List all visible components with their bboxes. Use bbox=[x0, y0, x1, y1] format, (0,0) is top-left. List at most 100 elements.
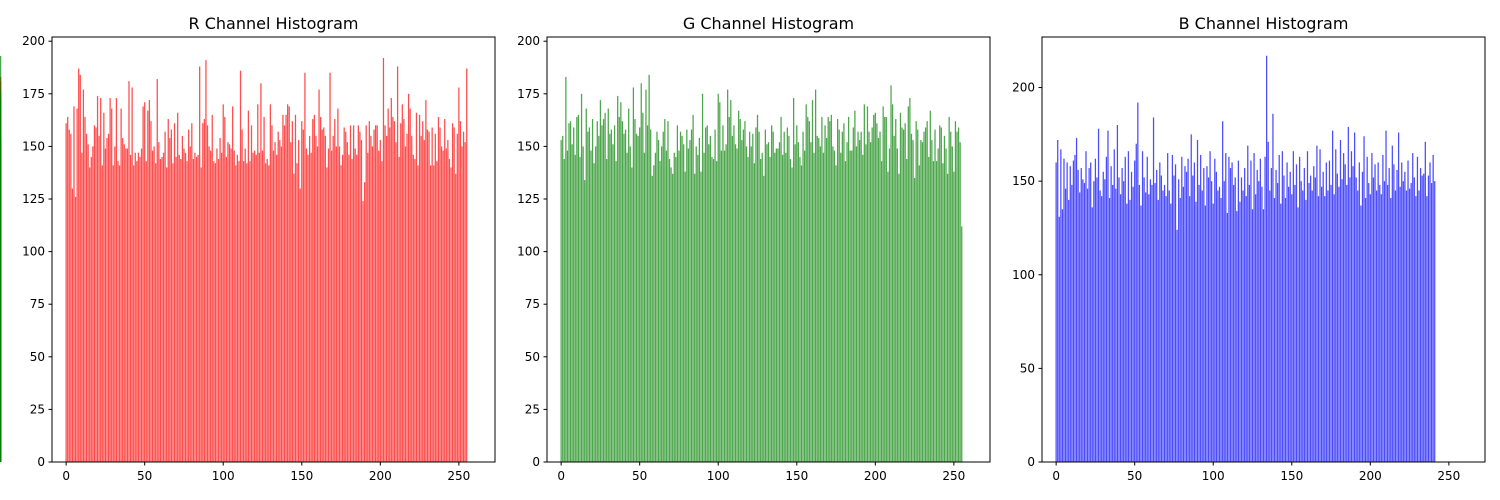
g-bar bbox=[899, 112, 902, 463]
g-bar bbox=[755, 127, 757, 462]
g-bar bbox=[604, 112, 606, 463]
g-bar bbox=[871, 127, 873, 462]
g-y-tick-label: 175 bbox=[517, 87, 540, 101]
b-bar bbox=[1258, 181, 1260, 462]
b-bar bbox=[1324, 196, 1326, 462]
g-bar bbox=[957, 127, 960, 462]
g-bar bbox=[591, 119, 594, 463]
b-bar bbox=[1361, 171, 1364, 463]
b-y-tick-label: 150 bbox=[1012, 174, 1035, 188]
g-bar bbox=[676, 125, 679, 463]
g-x-tick-label: 200 bbox=[864, 469, 887, 483]
g-bar bbox=[813, 152, 815, 462]
g-bar bbox=[909, 98, 911, 462]
b-bar bbox=[1212, 203, 1214, 462]
r-bar bbox=[400, 123, 402, 462]
b-bar bbox=[1412, 153, 1414, 462]
b-bar bbox=[1099, 190, 1101, 462]
r-bar bbox=[227, 142, 229, 462]
b-bar bbox=[1193, 162, 1196, 462]
r-bar bbox=[384, 125, 386, 463]
r-bar bbox=[349, 125, 352, 463]
g-bar bbox=[695, 146, 697, 462]
g-bar bbox=[587, 131, 589, 462]
g-bar bbox=[816, 135, 818, 462]
r-bar bbox=[166, 167, 168, 462]
b-bar bbox=[1397, 132, 1400, 463]
g-bar bbox=[697, 154, 699, 462]
g-bar bbox=[607, 108, 609, 462]
g-bar bbox=[953, 171, 955, 462]
r-bar bbox=[263, 116, 265, 462]
r-bar bbox=[85, 133, 88, 462]
g-bar bbox=[840, 152, 842, 462]
r-bar bbox=[200, 167, 202, 462]
r-bar bbox=[390, 98, 392, 462]
r-bar bbox=[214, 163, 217, 463]
b-bar bbox=[1220, 198, 1222, 462]
g-bar bbox=[854, 110, 856, 462]
r-bar bbox=[280, 146, 282, 462]
g-bar bbox=[777, 148, 779, 462]
b-x-axis: 0 50 100 150 200 250 bbox=[1052, 462, 1460, 483]
b-bar bbox=[1176, 229, 1178, 462]
g-bar bbox=[566, 150, 569, 463]
r-bar bbox=[236, 154, 238, 462]
g-bar bbox=[862, 154, 864, 462]
b-bar bbox=[1366, 156, 1368, 462]
g-bar bbox=[858, 140, 861, 462]
g-bar bbox=[580, 93, 583, 462]
g-bar bbox=[689, 140, 691, 462]
b-bar bbox=[1393, 164, 1395, 462]
r-bar bbox=[181, 135, 184, 462]
r-bar bbox=[321, 129, 323, 462]
r-bar bbox=[332, 135, 334, 462]
g-bar bbox=[684, 171, 686, 462]
b-bar bbox=[1165, 196, 1167, 462]
g-bar bbox=[722, 125, 724, 463]
b-bar bbox=[1112, 184, 1114, 462]
g-bar bbox=[727, 89, 729, 462]
r-bar bbox=[98, 135, 100, 462]
b-bar bbox=[1080, 168, 1082, 462]
b-bar bbox=[1262, 209, 1265, 462]
r-bar bbox=[250, 125, 253, 463]
g-bar bbox=[807, 116, 809, 462]
b-bar bbox=[1118, 177, 1120, 463]
g-x-tick-label: 50 bbox=[632, 469, 647, 483]
r-bar bbox=[422, 121, 424, 462]
b-bar bbox=[1195, 201, 1197, 462]
r-bar bbox=[420, 135, 422, 462]
g-bar bbox=[716, 161, 718, 462]
r-bar bbox=[175, 156, 177, 462]
r-bar bbox=[183, 148, 185, 462]
r-bar bbox=[459, 121, 462, 462]
b-bar bbox=[1424, 141, 1426, 462]
g-bar bbox=[738, 110, 740, 462]
r-bar bbox=[426, 129, 429, 462]
g-bar bbox=[846, 142, 848, 462]
g-bar bbox=[621, 121, 624, 462]
r-bar bbox=[189, 146, 191, 462]
r-bar bbox=[84, 116, 86, 462]
r-bar bbox=[387, 108, 389, 462]
g-bar bbox=[706, 125, 708, 463]
r-bar bbox=[423, 140, 425, 462]
b-bar bbox=[1331, 130, 1334, 463]
g-chart-title: G Channel Histogram bbox=[683, 14, 854, 33]
r-bar bbox=[153, 146, 155, 462]
g-bar bbox=[896, 148, 898, 462]
b-bar bbox=[1145, 192, 1147, 462]
g-y-tick-label: 200 bbox=[517, 34, 540, 48]
r-bar bbox=[393, 121, 396, 462]
r-bar bbox=[363, 182, 366, 463]
g-y-tick-label: 125 bbox=[517, 192, 540, 206]
g-y-axis: 0 25 50 75 100 125 150 175 200 bbox=[517, 34, 547, 469]
r-bar bbox=[462, 131, 465, 462]
b-bar bbox=[1374, 164, 1376, 462]
r-bar bbox=[111, 108, 113, 462]
r-bar bbox=[100, 98, 102, 462]
r-x-tick-label: 100 bbox=[212, 469, 235, 483]
g-bar bbox=[799, 156, 801, 462]
b-chart-title: B Channel Histogram bbox=[1179, 14, 1349, 33]
